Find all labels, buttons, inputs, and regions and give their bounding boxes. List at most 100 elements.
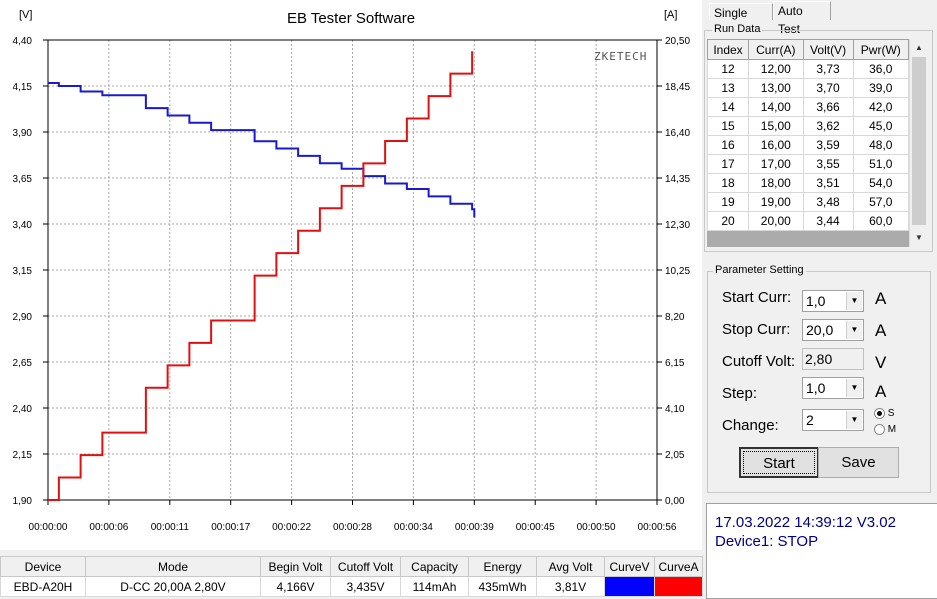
avg-volt-cell: 3,81V xyxy=(536,576,605,597)
column-header-curve-v[interactable]: CurveV xyxy=(604,556,655,577)
table-cell: 3,59 xyxy=(802,135,854,155)
y-right-tick-label: 20,50 xyxy=(665,36,690,47)
chevron-down-icon[interactable]: ▼ xyxy=(846,321,862,339)
x-tick-label: 00:00:50 xyxy=(577,522,616,533)
chevron-down-icon[interactable]: ▼ xyxy=(846,411,862,429)
table-row[interactable]: 15 15,00 3,62 45,0 xyxy=(706,116,910,136)
table-row[interactable]: 14 14,00 3,66 42,0 xyxy=(706,97,910,117)
cutoff-voltage-label: Cutoff Volt: xyxy=(722,353,796,370)
y-right-tick-label: 14,35 xyxy=(665,174,690,185)
table-row[interactable]: 16 16,00 3,59 48,0 xyxy=(706,135,910,155)
column-header-voltage[interactable]: Volt(V) xyxy=(802,39,854,60)
table-cell: 20 xyxy=(706,211,750,231)
watermark: ZKETECH xyxy=(594,50,648,63)
chart-title: EB Tester Software xyxy=(286,10,416,27)
radio-m-dot[interactable] xyxy=(874,424,885,435)
table-cell: 36,0 xyxy=(852,59,910,79)
left-axis-unit: [V] xyxy=(19,9,33,21)
column-header-capacity[interactable]: Capacity xyxy=(400,556,469,577)
table-row[interactable]: 12 12,00 3,73 36,0 xyxy=(706,59,910,79)
cutoff-voltage-field[interactable]: 2,80 xyxy=(802,348,864,370)
stop-current-label: Stop Curr: xyxy=(722,321,791,338)
x-tick-label: 00:00:28 xyxy=(333,522,372,533)
x-tick-label: 00:00:17 xyxy=(211,522,250,533)
column-header-cutoff-volt[interactable]: Cutoff Volt xyxy=(330,556,401,577)
table-cell: 3,62 xyxy=(802,116,854,136)
table-cell: 13,00 xyxy=(748,78,804,98)
column-header-index[interactable]: Index xyxy=(706,39,750,60)
y-right-tick-label: 2,05 xyxy=(665,450,685,461)
radio-m[interactable]: M xyxy=(874,424,896,435)
table-cell: 3,48 xyxy=(802,192,854,212)
table-cell: 17 xyxy=(706,154,750,174)
chart-svg: 00:00:00 00:00:06 00:00:11 00:00:17 00:00:22… xyxy=(13,36,691,533)
y-left-tick-label: 1,90 xyxy=(13,496,33,507)
start-current-unit: A xyxy=(875,289,887,308)
status-device: Device1: STOP xyxy=(715,533,819,550)
start-current-label: Start Curr: xyxy=(722,289,792,306)
tab-single-test[interactable]: Single Test xyxy=(709,3,773,38)
curve-v-color-swatch[interactable] xyxy=(604,576,655,597)
y-right-tick-label: 4,10 xyxy=(665,404,685,415)
stop-current-value: 20,0 xyxy=(806,322,834,338)
step-label: Step: xyxy=(722,385,758,402)
table-cell: 3,55 xyxy=(802,154,854,174)
y-left-tick-label: 2,40 xyxy=(13,404,33,415)
radio-s[interactable]: S xyxy=(874,408,894,419)
tab-auto-test[interactable]: Auto Test xyxy=(773,1,831,36)
table-cell: 16 xyxy=(706,135,750,155)
y-right-tick-label: 0,00 xyxy=(665,496,685,507)
column-header-current[interactable]: Curr(A) xyxy=(748,39,804,60)
step-select[interactable]: 1,0 ▼ xyxy=(802,377,864,399)
table-cell: 3,73 xyxy=(802,59,854,79)
scroll-up-icon[interactable]: ▲ xyxy=(911,40,927,56)
step-value: 1,0 xyxy=(806,380,826,396)
table-cell: 42,0 xyxy=(852,97,910,117)
curve-a-color-swatch[interactable] xyxy=(654,576,703,597)
column-header-energy[interactable]: Energy xyxy=(468,556,537,577)
change-label: Change: xyxy=(722,417,779,434)
table-row[interactable]: 18 18,00 3,51 54,0 xyxy=(706,173,910,193)
table-empty-area xyxy=(707,231,909,247)
table-cell: 20,00 xyxy=(748,211,804,231)
column-header-device[interactable]: Device xyxy=(0,556,86,577)
x-tick-label: 00:00:45 xyxy=(516,522,555,533)
y-right-tick-label: 18,45 xyxy=(665,82,690,93)
x-tick-label: 00:00:06 xyxy=(89,522,128,533)
table-row[interactable]: 17 17,00 3,55 51,0 xyxy=(706,154,910,174)
scroll-down-icon[interactable]: ▼ xyxy=(911,230,927,246)
status-datetime-version: 17.03.2022 14:39:12 V3.02 xyxy=(715,514,896,531)
save-button[interactable]: Save xyxy=(818,447,899,478)
change-select[interactable]: 2 ▼ xyxy=(802,409,864,431)
plot-frame xyxy=(47,39,658,501)
table-cell: 3,66 xyxy=(802,97,854,117)
run-data-group xyxy=(704,30,933,252)
y-left-tick-label: 3,65 xyxy=(13,174,33,185)
run-data-body: 12 12,00 3,73 36,0 13 13,00 3,70 39,0 14 14,00 3,6… xyxy=(706,59,910,231)
column-header-begin-volt[interactable]: Begin Volt xyxy=(260,556,331,577)
table-cell: 3,44 xyxy=(802,211,854,231)
chevron-down-icon[interactable]: ▼ xyxy=(846,292,862,310)
y-left-tick-label: 2,15 xyxy=(13,450,33,461)
chevron-down-icon[interactable]: ▼ xyxy=(846,379,862,397)
x-tick-label: 00:00:00 xyxy=(29,522,68,533)
table-cell: 14 xyxy=(706,97,750,117)
column-header-power[interactable]: Pwr(W) xyxy=(852,39,910,60)
table-row[interactable]: EBD-A20H D-CC 20,00A 2,80V 4,166V 3,435V… xyxy=(0,576,703,597)
table-row[interactable]: 20 20,00 3,44 60,0 xyxy=(706,211,910,231)
stop-current-select[interactable]: 20,0 ▼ xyxy=(802,319,864,341)
column-header-mode[interactable]: Mode xyxy=(85,556,261,577)
column-header-curve-a[interactable]: CurveA xyxy=(654,556,703,577)
start-button[interactable]: Start xyxy=(739,447,819,478)
radio-s-dot[interactable] xyxy=(874,408,885,419)
x-tick-label: 00:00:34 xyxy=(394,522,433,533)
table-cell: 57,0 xyxy=(852,192,910,212)
start-current-select[interactable]: 1,0 ▼ xyxy=(802,290,864,312)
column-header-avg-volt[interactable]: Avg Volt xyxy=(536,556,605,577)
table-cell: 51,0 xyxy=(852,154,910,174)
run-data-scrollbar[interactable]: ▲ ▼ xyxy=(909,39,929,247)
table-row[interactable]: 13 13,00 3,70 39,0 xyxy=(706,78,910,98)
table-row[interactable]: 19 19,00 3,48 57,0 xyxy=(706,192,910,212)
scroll-thumb[interactable] xyxy=(912,57,926,225)
cutoff-voltage-unit: V xyxy=(875,353,887,372)
